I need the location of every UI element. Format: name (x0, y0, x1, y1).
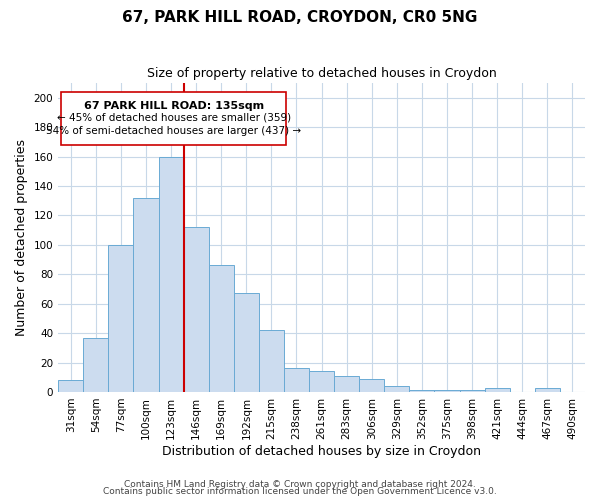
FancyBboxPatch shape (61, 92, 286, 145)
Bar (133, 198, 158, 392)
Bar (158, 156, 184, 392)
Bar (385, 386, 409, 392)
Bar (259, 330, 284, 392)
Bar (184, 227, 209, 392)
Y-axis label: Number of detached properties: Number of detached properties (15, 139, 28, 336)
X-axis label: Distribution of detached houses by size in Croydon: Distribution of detached houses by size … (162, 444, 481, 458)
Text: 54% of semi-detached houses are larger (437) →: 54% of semi-detached houses are larger (… (46, 126, 301, 136)
Text: ← 45% of detached houses are smaller (359): ← 45% of detached houses are smaller (35… (56, 112, 290, 122)
Bar (409, 390, 434, 392)
Text: 67 PARK HILL ROAD: 135sqm: 67 PARK HILL ROAD: 135sqm (83, 100, 263, 110)
Bar (83, 338, 109, 392)
Bar (334, 376, 359, 392)
Bar (434, 390, 460, 392)
Bar (460, 390, 485, 392)
Title: Size of property relative to detached houses in Croydon: Size of property relative to detached ho… (147, 68, 496, 80)
Bar (284, 368, 309, 392)
Bar (234, 294, 259, 392)
Bar (309, 372, 334, 392)
Bar (485, 388, 510, 392)
Bar (209, 266, 234, 392)
Text: Contains HM Land Registry data © Crown copyright and database right 2024.: Contains HM Land Registry data © Crown c… (124, 480, 476, 489)
Bar (58, 380, 83, 392)
Bar (109, 245, 133, 392)
Text: Contains public sector information licensed under the Open Government Licence v3: Contains public sector information licen… (103, 487, 497, 496)
Bar (535, 388, 560, 392)
Text: 67, PARK HILL ROAD, CROYDON, CR0 5NG: 67, PARK HILL ROAD, CROYDON, CR0 5NG (122, 10, 478, 25)
Bar (359, 378, 385, 392)
